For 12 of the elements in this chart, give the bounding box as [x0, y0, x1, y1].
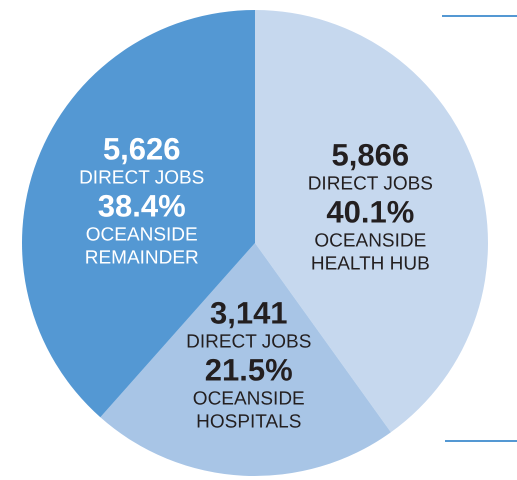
text: 38.4%	[98, 188, 186, 224]
text: 40.1%	[326, 194, 414, 230]
text: 21.5%	[204, 352, 293, 388]
slice-label: OCEANSIDE REMAINDER	[84, 224, 199, 268]
text: DIRECT JOBS	[186, 332, 312, 352]
slice-label: OCEANSIDE HOSPITALS	[192, 388, 305, 432]
text: DIRECT JOBS	[79, 167, 204, 188]
data-label: 5,626	[102, 131, 181, 166]
text: DIRECT JOBS	[308, 173, 433, 194]
slice-label: OCEANSIDE HEALTH HUB	[310, 230, 430, 274]
data-label: 3,141	[210, 296, 288, 330]
data-label: 5,866	[332, 137, 410, 172]
